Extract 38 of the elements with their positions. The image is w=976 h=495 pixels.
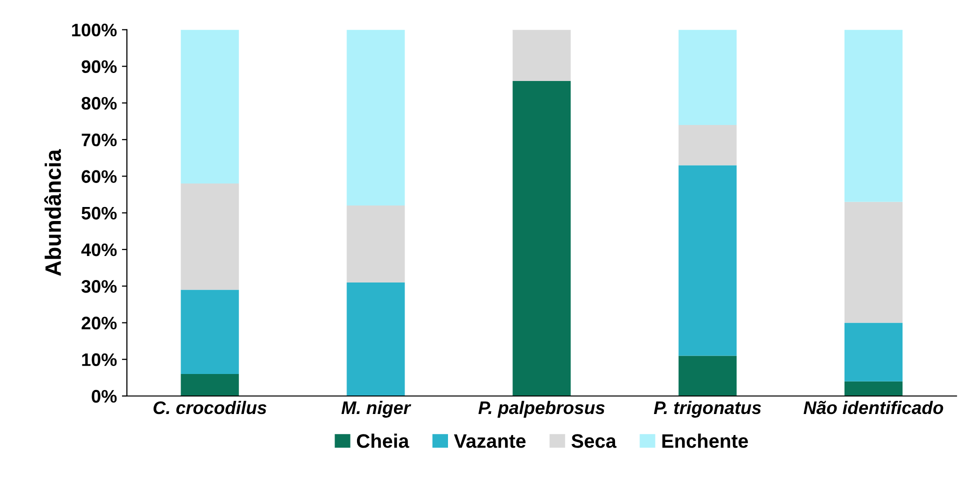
legend-label: Cheia — [356, 434, 410, 448]
legend-label: Vazante — [454, 434, 526, 448]
y-tick-label: 70% — [82, 134, 117, 146]
bar — [346, 30, 405, 206]
bar — [180, 30, 239, 184]
bar — [678, 30, 737, 125]
bar — [180, 184, 239, 290]
bar — [844, 30, 903, 202]
y-tick-label: 50% — [82, 206, 117, 220]
bar — [844, 381, 903, 396]
bar — [844, 322, 903, 382]
y-tick-label: 80% — [82, 96, 117, 110]
bar — [180, 374, 239, 396]
bar — [180, 290, 239, 374]
x-tick-label: Não identificado — [804, 400, 944, 414]
legend-label: Seca — [572, 434, 616, 448]
y-tick-label: 60% — [82, 170, 117, 183]
y-tick-label: 100% — [72, 24, 117, 36]
legend-label: Enchente — [662, 434, 748, 448]
y-tick-label: 0% — [92, 390, 117, 403]
bar — [678, 165, 737, 356]
x-tick-label: M. niger — [341, 400, 412, 418]
y-tick-label: 10% — [82, 353, 117, 366]
y-tick-label: 20% — [82, 316, 117, 330]
bar — [678, 124, 737, 166]
y-tick-label: 40% — [81, 243, 117, 256]
bar — [678, 356, 737, 396]
y-tick-label: 30% — [81, 280, 117, 293]
x-tick-label: P. palpebrosus — [478, 400, 605, 418]
bar — [844, 202, 903, 323]
x-tick-label: C. crocodilus — [154, 400, 266, 414]
bar — [512, 30, 571, 81]
bar — [346, 206, 405, 282]
y-tick-label: 90% — [82, 60, 117, 74]
bar — [512, 80, 571, 396]
bar — [346, 282, 405, 396]
x-tick-label: P. trigonatus — [654, 400, 761, 418]
y-axis-title: Abundância — [44, 149, 62, 276]
